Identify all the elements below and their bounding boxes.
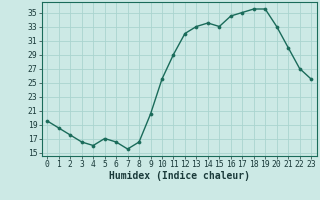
X-axis label: Humidex (Indice chaleur): Humidex (Indice chaleur): [109, 171, 250, 181]
